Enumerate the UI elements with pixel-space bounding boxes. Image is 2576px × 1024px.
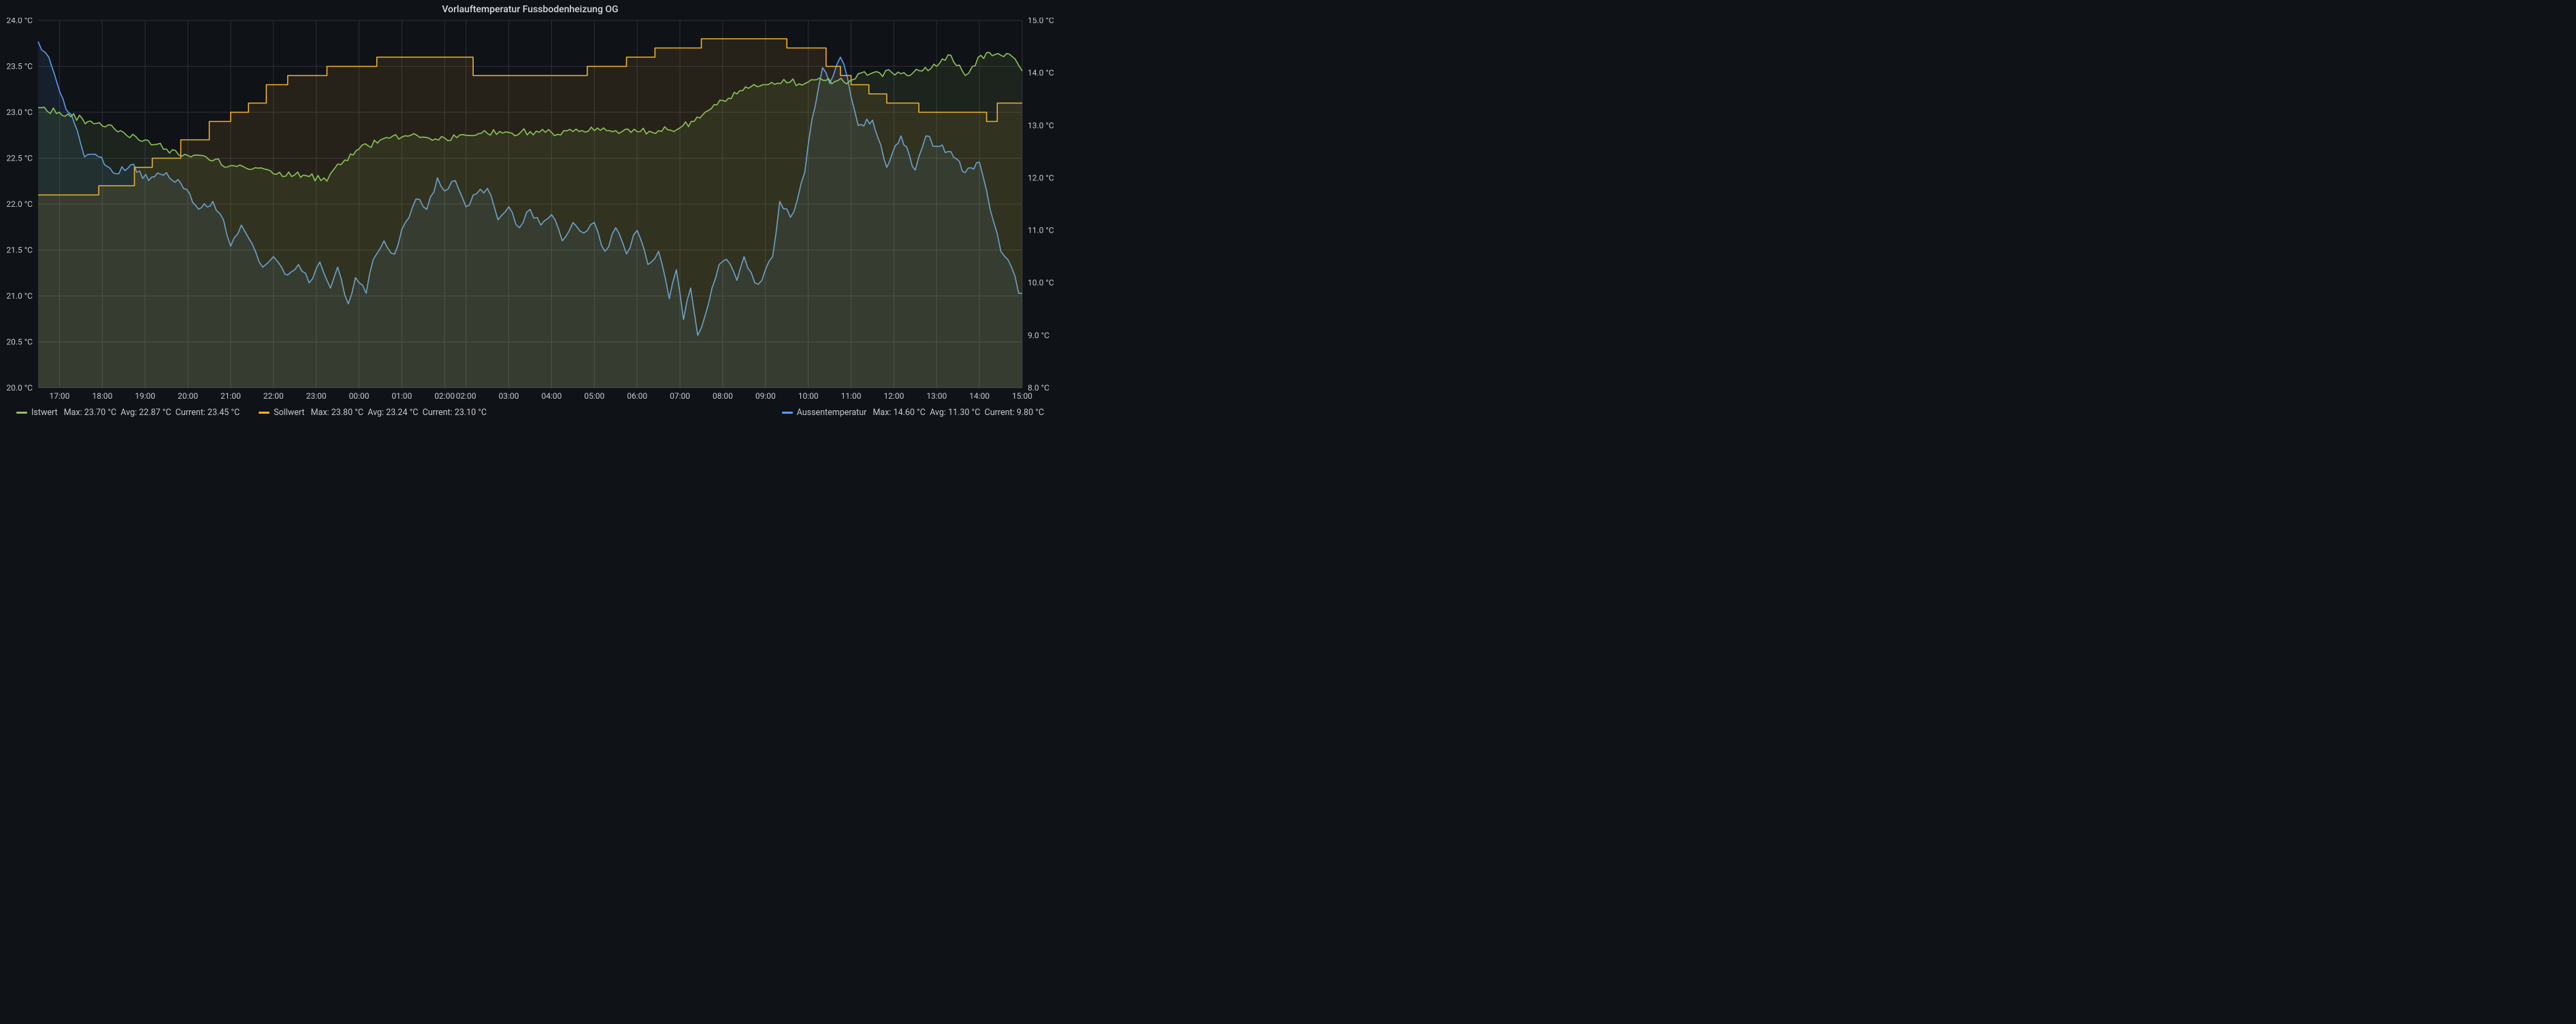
legend-item-istwert[interactable]: Istwert Max: 23.70 °C Avg: 22.87 °C Curr… bbox=[16, 408, 240, 418]
legend-item-aussen[interactable]: Aussentemperatur Max: 14.60 °C Avg: 11.3… bbox=[782, 408, 1044, 418]
svg-text:10.0 °C: 10.0 °C bbox=[1028, 278, 1054, 288]
svg-text:20.5 °C: 20.5 °C bbox=[6, 337, 33, 347]
chart-panel: Vorlauftemperatur Fussbodenheizung OG 20… bbox=[0, 0, 1060, 422]
legend-stats-aussen: Max: 14.60 °C Avg: 11.30 °C Current: 9.8… bbox=[870, 408, 1044, 418]
svg-text:23.0 °C: 23.0 °C bbox=[6, 108, 33, 117]
svg-text:9.0 °C: 9.0 °C bbox=[1028, 331, 1049, 340]
svg-text:11:00: 11:00 bbox=[841, 391, 862, 401]
svg-text:05:00: 05:00 bbox=[584, 391, 604, 401]
svg-text:23:00: 23:00 bbox=[306, 391, 327, 401]
svg-text:20.0 °C: 20.0 °C bbox=[6, 383, 33, 393]
legend-row: Istwert Max: 23.70 °C Avg: 22.87 °C Curr… bbox=[0, 405, 1060, 422]
svg-text:14.0 °C: 14.0 °C bbox=[1028, 68, 1054, 78]
svg-text:17:00: 17:00 bbox=[49, 391, 69, 401]
svg-text:09:00: 09:00 bbox=[755, 391, 776, 401]
legend-item-sollwert[interactable]: Sollwert Max: 23.80 °C Avg: 23.24 °C Cur… bbox=[259, 408, 487, 418]
legend-label-aussen: Aussentemperatur bbox=[797, 408, 867, 418]
svg-text:08:00: 08:00 bbox=[713, 391, 733, 401]
swatch-aussen bbox=[782, 412, 793, 414]
svg-text:02:00: 02:00 bbox=[434, 391, 455, 401]
legend-stats-sollwert: Max: 23.80 °C Avg: 23.24 °C Current: 23.… bbox=[309, 408, 487, 418]
svg-text:14:00: 14:00 bbox=[969, 391, 990, 401]
svg-text:03:00: 03:00 bbox=[499, 391, 519, 401]
svg-text:13:00: 13:00 bbox=[926, 391, 947, 401]
svg-text:10:00: 10:00 bbox=[798, 391, 819, 401]
swatch-istwert bbox=[16, 412, 27, 414]
svg-text:15:00: 15:00 bbox=[1012, 391, 1032, 401]
svg-text:06:00: 06:00 bbox=[627, 391, 647, 401]
svg-text:13.0 °C: 13.0 °C bbox=[1028, 120, 1054, 130]
svg-text:02:00: 02:00 bbox=[456, 391, 476, 401]
svg-text:11.0 °C: 11.0 °C bbox=[1028, 226, 1054, 235]
svg-text:21:00: 21:00 bbox=[221, 391, 241, 401]
chart-area[interactable]: 20.0 °C 20.5 °C 21.0 °C 21.5 °C 22.0 °C 22.5 … bbox=[0, 18, 1060, 405]
swatch-sollwert bbox=[259, 412, 270, 414]
legend-stats-istwert: Max: 23.70 °C Avg: 22.87 °C Current: 23.… bbox=[62, 408, 240, 418]
svg-text:18:00: 18:00 bbox=[92, 391, 112, 401]
panel-title: Vorlauftemperatur Fussbodenheizung OG bbox=[0, 0, 1060, 18]
svg-text:01:00: 01:00 bbox=[391, 391, 412, 401]
svg-text:21.0 °C: 21.0 °C bbox=[6, 291, 33, 301]
legend-label-istwert: Istwert bbox=[31, 408, 58, 418]
svg-text:12.0 °C: 12.0 °C bbox=[1028, 173, 1054, 182]
svg-text:22.5 °C: 22.5 °C bbox=[6, 154, 33, 163]
svg-text:04:00: 04:00 bbox=[541, 391, 561, 401]
legend-label-sollwert: Sollwert bbox=[274, 408, 304, 418]
svg-text:20:00: 20:00 bbox=[178, 391, 198, 401]
svg-text:15.0 °C: 15.0 °C bbox=[1028, 18, 1054, 25]
svg-text:22.0 °C: 22.0 °C bbox=[6, 199, 33, 209]
svg-text:07:00: 07:00 bbox=[670, 391, 690, 401]
svg-text:12:00: 12:00 bbox=[883, 391, 904, 401]
svg-text:24.0 °C: 24.0 °C bbox=[6, 18, 33, 25]
svg-text:00:00: 00:00 bbox=[349, 391, 370, 401]
svg-text:23.5 °C: 23.5 °C bbox=[6, 62, 33, 71]
svg-text:19:00: 19:00 bbox=[135, 391, 155, 401]
svg-text:21.5 °C: 21.5 °C bbox=[6, 246, 33, 255]
chart-svg[interactable]: 20.0 °C 20.5 °C 21.0 °C 21.5 °C 22.0 °C 22.5 … bbox=[0, 18, 1060, 404]
svg-text:22:00: 22:00 bbox=[263, 391, 284, 401]
